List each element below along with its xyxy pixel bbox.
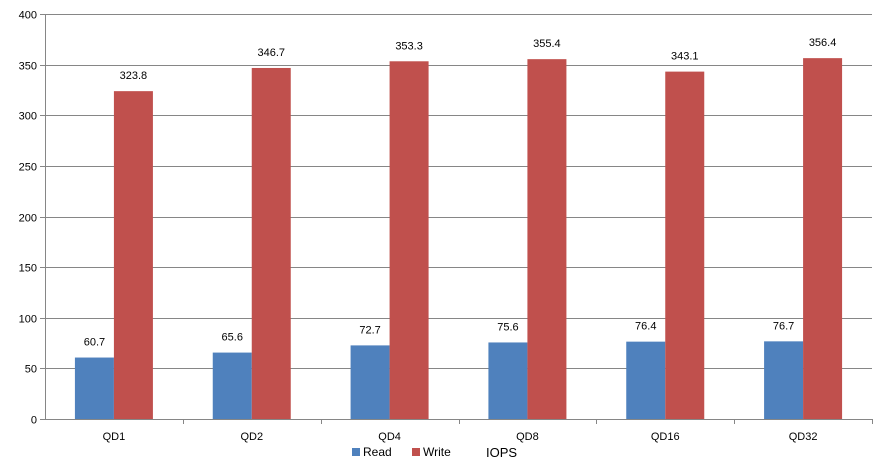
legend: Read Write IOPS <box>352 445 517 460</box>
y-tick-label: 300 <box>19 111 37 123</box>
bar-read-qd16 <box>626 341 666 419</box>
bar-read-qd4 <box>350 345 390 419</box>
x-tick-label: QD1 <box>103 431 126 443</box>
legend-swatch-write <box>412 448 420 456</box>
gridlines <box>45 14 872 369</box>
y-tick-label: 400 <box>19 10 37 22</box>
data-labels: 60.7 323.8 65.6 346.7 72.7 353.3 75.6 355.4 76.4… <box>84 37 837 348</box>
x-tick-label: QD2 <box>240 431 263 443</box>
data-label: 353.3 <box>395 40 423 52</box>
y-tick-label: 50 <box>25 364 37 376</box>
data-label: 65.6 <box>222 332 243 344</box>
bar-write-qd8 <box>527 59 567 419</box>
x-tick-label: QD32 <box>789 431 818 443</box>
legend-label-read: Read <box>363 445 392 459</box>
y-tick-label: 150 <box>19 263 37 275</box>
bar-read-qd32 <box>764 341 804 419</box>
legend-label-write: Write <box>423 445 451 459</box>
data-label: 60.7 <box>84 337 105 349</box>
bar-write-qd32 <box>803 58 843 420</box>
x-tick-label: QD16 <box>651 431 680 443</box>
data-label: 76.7 <box>773 320 794 332</box>
bar-read-qd8 <box>488 342 528 419</box>
data-label: 75.6 <box>497 321 518 333</box>
y-tick-label: 250 <box>19 162 37 174</box>
y-tick-label: 0 <box>31 415 37 427</box>
data-label: 355.4 <box>533 38 561 50</box>
x-tick-label: QD8 <box>516 431 539 443</box>
axes: 0 50 100 150 200 250 300 350 400 QD1 QD2 QD4 QD8 QD16… <box>19 10 873 443</box>
y-tick-label: 200 <box>19 213 37 225</box>
bar-read-qd1 <box>74 357 114 419</box>
bar-write-qd4 <box>389 61 429 419</box>
legend-title: IOPS <box>486 445 517 460</box>
bar-write-qd16 <box>665 71 705 419</box>
data-label: 346.7 <box>257 47 285 59</box>
bar-write-qd2 <box>251 67 291 419</box>
data-label: 72.7 <box>359 324 380 336</box>
y-tick-label: 350 <box>19 61 37 73</box>
data-label: 323.8 <box>120 70 148 82</box>
bars <box>74 58 843 420</box>
y-tick-label: 100 <box>19 314 37 326</box>
x-tick-label: QD4 <box>378 431 401 443</box>
data-label: 343.1 <box>671 51 699 63</box>
legend-swatch-read <box>352 448 360 456</box>
data-label: 356.4 <box>809 37 837 49</box>
bar-read-qd2 <box>212 352 252 419</box>
data-label: 76.4 <box>635 321 656 333</box>
bar-write-qd1 <box>113 91 153 419</box>
